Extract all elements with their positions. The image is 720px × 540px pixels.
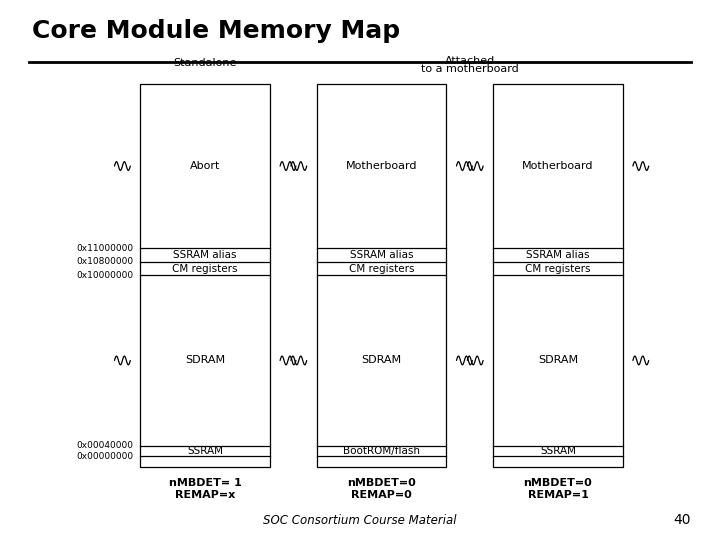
Text: 0x10000000: 0x10000000 xyxy=(76,271,133,280)
Text: SDRAM: SDRAM xyxy=(185,355,225,366)
Text: Abort: Abort xyxy=(190,161,220,171)
Text: nMBDET=0
REMAP=0: nMBDET=0 REMAP=0 xyxy=(347,478,416,500)
Text: Attached: Attached xyxy=(445,56,495,66)
Text: CM registers: CM registers xyxy=(349,264,414,274)
Text: SSRAM alias: SSRAM alias xyxy=(350,250,413,260)
Text: nMBDET=0
REMAP=1: nMBDET=0 REMAP=1 xyxy=(523,478,593,500)
Text: SSRAM: SSRAM xyxy=(187,446,223,456)
Text: Motherboard: Motherboard xyxy=(522,161,594,171)
Text: SOC Consortium Course Material: SOC Consortium Course Material xyxy=(264,514,456,526)
Text: 0x10800000: 0x10800000 xyxy=(76,258,133,266)
Text: CM registers: CM registers xyxy=(173,264,238,274)
Text: BootROM/flash: BootROM/flash xyxy=(343,446,420,456)
Bar xyxy=(140,84,270,467)
Text: CM registers: CM registers xyxy=(526,264,590,274)
Bar xyxy=(493,84,623,467)
Text: SSRAM alias: SSRAM alias xyxy=(174,250,237,260)
Text: SSRAM alias: SSRAM alias xyxy=(526,250,590,260)
Text: Core Module Memory Map: Core Module Memory Map xyxy=(32,19,400,43)
Text: 40: 40 xyxy=(674,512,691,526)
Text: Standalone: Standalone xyxy=(174,57,237,68)
Text: 0x00000000: 0x00000000 xyxy=(76,452,133,461)
Text: 0x00040000: 0x00040000 xyxy=(76,441,133,450)
Text: SDRAM: SDRAM xyxy=(361,355,402,366)
Text: 0x11000000: 0x11000000 xyxy=(76,244,133,253)
Text: Motherboard: Motherboard xyxy=(346,161,418,171)
Text: nMBDET= 1
REMAP=x: nMBDET= 1 REMAP=x xyxy=(168,478,242,500)
Text: to a motherboard: to a motherboard xyxy=(421,64,518,74)
Text: SSRAM: SSRAM xyxy=(540,446,576,456)
Bar xyxy=(317,84,446,467)
Text: SDRAM: SDRAM xyxy=(538,355,578,366)
